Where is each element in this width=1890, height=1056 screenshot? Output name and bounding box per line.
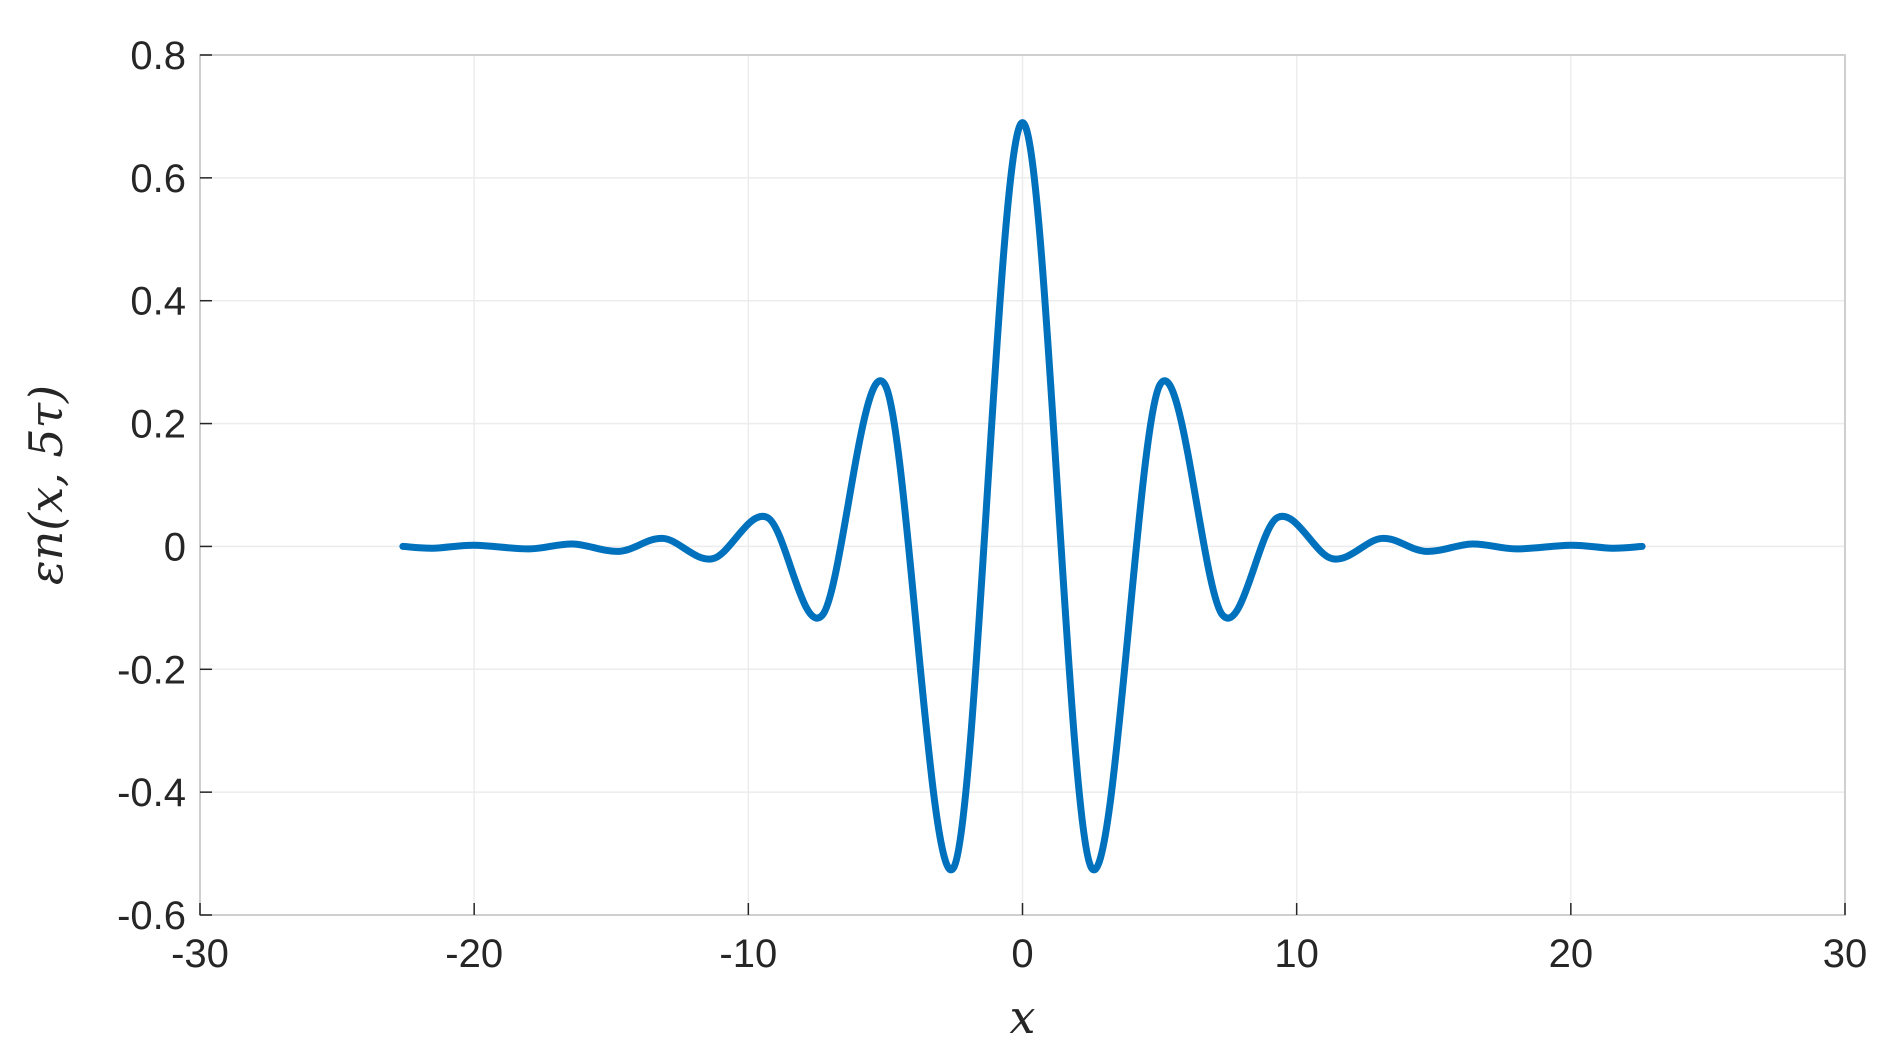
- y-tick-label: 0.8: [130, 34, 186, 78]
- series-group: [399, 119, 1646, 874]
- x-axis-label: x: [1010, 990, 1036, 1044]
- grid: [199, 54, 1846, 916]
- x-tick-label: 10: [1274, 932, 1319, 976]
- y-tick-label: 0: [164, 525, 186, 569]
- axis-labels: x εn(x, 5τ): [19, 385, 1036, 1044]
- x-tick-label: -20: [445, 932, 503, 976]
- y-axis-label: εn(x, 5τ): [19, 385, 73, 585]
- series-line-0: [399, 119, 1646, 874]
- ticks: -30 -20 -10 0 10 20 30 -0.6 -0.4 -0.2 0 0.2 0.4 0.6 0.…: [117, 34, 1867, 976]
- x-tick-label: -30: [171, 932, 229, 976]
- x-tick-label: -10: [719, 932, 777, 976]
- y-tick-label: 0.6: [130, 157, 186, 201]
- y-tick-label: -0.2: [117, 648, 186, 692]
- x-tick-label: 30: [1823, 932, 1868, 976]
- y-tick-label: -0.4: [117, 771, 186, 815]
- x-tick-label: 20: [1549, 932, 1594, 976]
- x-tick-label: 0: [1011, 932, 1033, 976]
- y-tick-label: -0.6: [117, 894, 186, 938]
- y-tick-label: 0.4: [130, 280, 186, 324]
- y-tick-label: 0.2: [130, 403, 186, 447]
